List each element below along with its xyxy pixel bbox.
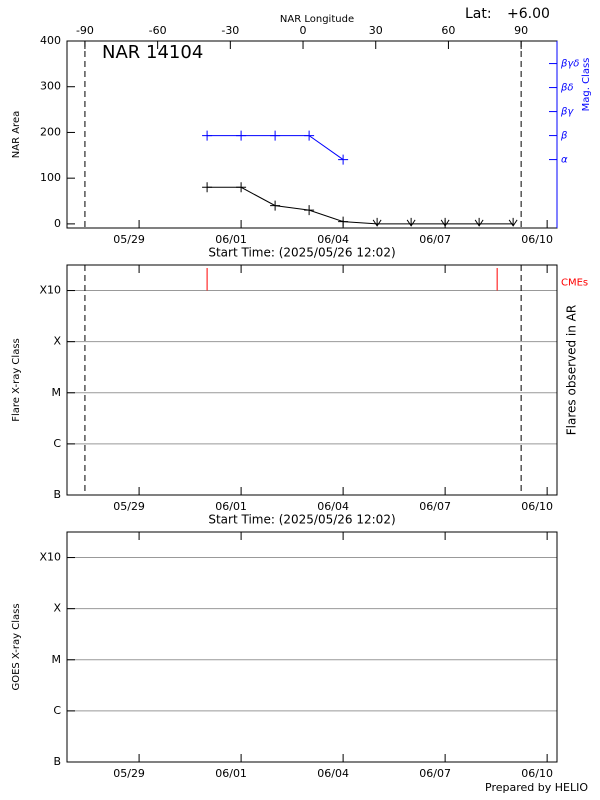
x-tick-label: 06/01 [215, 500, 247, 513]
top-axis-label: NAR Longitude [280, 14, 354, 25]
y2-tick-label: α [561, 155, 568, 166]
x-tick-label: 05/29 [113, 767, 145, 780]
x-axis-label: Start Time: (2025/05/26 12:02) [208, 513, 395, 527]
cme-label: CMEs [561, 278, 588, 289]
plot-frame [66, 531, 558, 763]
y-tick-label: X10 [39, 551, 61, 564]
y-axis-label: GOES X-ray Class [11, 603, 22, 690]
plot-frame [66, 40, 558, 229]
point-marker [338, 154, 349, 165]
point-marker [202, 130, 213, 141]
y-tick-label: C [53, 437, 61, 450]
x-axis-label: Start Time: (2025/05/26 12:02) [208, 246, 395, 260]
plot-frame [66, 264, 558, 496]
point-marker [474, 217, 484, 227]
point-marker [236, 130, 247, 141]
x-tick-label: 06/04 [317, 500, 349, 513]
x-tick-label: 06/07 [419, 767, 451, 780]
y2-tick-label: β [560, 131, 568, 142]
point-marker [304, 130, 315, 141]
y-axis-label: Flare X-ray Class [11, 338, 22, 422]
lat-value: +6.00 [507, 6, 550, 22]
point-marker [304, 205, 315, 216]
lat-label: Lat: [465, 6, 492, 22]
point-marker [270, 200, 281, 211]
top-tick-label: -30 [221, 24, 239, 37]
y-tick-label: X [53, 335, 61, 348]
x-tick-label: 06/07 [419, 233, 451, 246]
point-marker [202, 182, 213, 193]
top-tick-label: 30 [369, 24, 383, 37]
y-tick-label: 100 [40, 171, 61, 184]
top-tick-label: 90 [514, 24, 528, 37]
y-tick-label: B [53, 755, 61, 768]
series-line [207, 186, 514, 225]
y-tick-label: 0 [54, 217, 61, 230]
footer: Prepared by HELIO [485, 781, 588, 794]
y2-axis-label: Flares observed in AR [565, 305, 579, 435]
y-tick-label: 300 [40, 80, 61, 93]
y-tick-label: 400 [40, 34, 61, 47]
x-tick-label: 05/29 [113, 500, 145, 513]
x-tick-label: 06/04 [317, 767, 349, 780]
y-axis-label: NAR Area [11, 111, 22, 158]
x-tick-label: 05/29 [113, 233, 145, 246]
point-marker [440, 217, 450, 227]
y-tick-label: 200 [40, 125, 61, 138]
y-tick-label: C [53, 704, 61, 717]
y2-tick-label: βδ [560, 83, 574, 94]
y-tick-label: M [52, 653, 62, 666]
top-tick-label: -90 [76, 24, 94, 37]
point-marker [406, 217, 416, 227]
y-tick-label: B [53, 488, 61, 501]
point-marker [372, 217, 382, 227]
y2-axis-label: Mag. Class [581, 58, 592, 112]
x-tick-label: 06/10 [521, 233, 553, 246]
y-tick-label: X [53, 602, 61, 615]
point-marker [508, 217, 518, 227]
top-tick-label: -60 [149, 24, 167, 37]
x-tick-label: 06/01 [215, 233, 247, 246]
y2-tick-label: βγδ [560, 59, 579, 70]
x-tick-label: 06/10 [521, 500, 553, 513]
panel-title: NAR 14104 [102, 42, 203, 63]
top-tick-label: 60 [441, 24, 455, 37]
x-tick-label: 06/01 [215, 767, 247, 780]
x-tick-label: 06/10 [521, 767, 553, 780]
point-marker [338, 216, 349, 227]
point-marker [236, 182, 247, 193]
x-tick-label: 06/04 [317, 233, 349, 246]
point-marker [270, 130, 281, 141]
top-tick-label: 0 [300, 24, 307, 37]
y-tick-label: X10 [39, 284, 61, 297]
x-tick-label: 06/07 [419, 500, 451, 513]
y-tick-label: M [52, 386, 62, 399]
y2-tick-label: βγ [560, 107, 574, 118]
